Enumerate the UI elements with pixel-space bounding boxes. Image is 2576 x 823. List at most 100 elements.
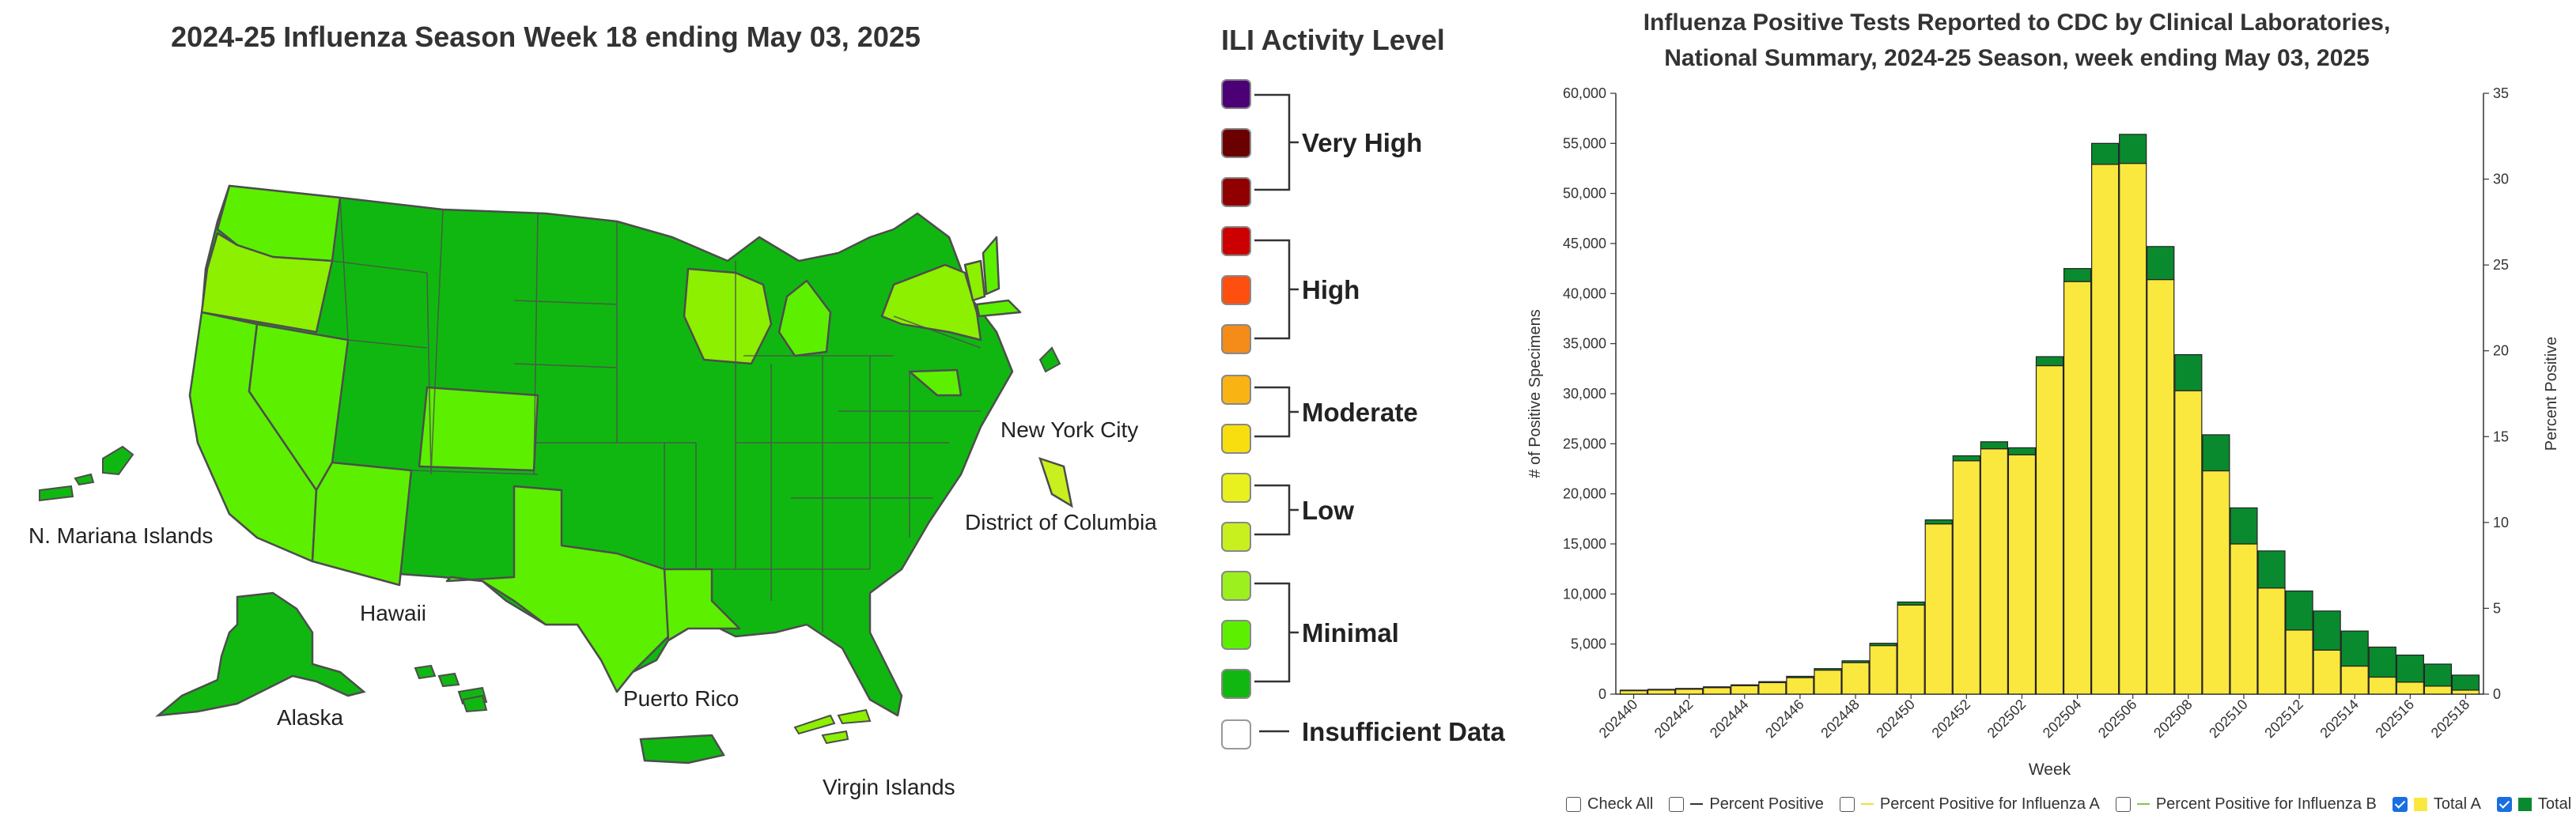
bracket-low — [1254, 484, 1299, 536]
legend-swatch — [1221, 375, 1251, 405]
y2-tick-label: 30 — [2493, 172, 2509, 187]
map-state-new-hampshire[interactable] — [982, 236, 1001, 296]
legend-check-all[interactable]: Check All — [1566, 795, 1653, 814]
legend-pp-flu-b[interactable]: Percent Positive for Influenza B — [2115, 795, 2377, 814]
bar-total-b — [2340, 630, 2369, 667]
bar-total-a — [2119, 163, 2147, 695]
bar-total-b — [2230, 507, 2258, 545]
legend-label-minimal: Minimal — [1302, 618, 1399, 647]
bracket-moderate — [1254, 386, 1299, 438]
y2-tick-label: 25 — [2493, 257, 2509, 273]
bar-total-b — [2313, 610, 2341, 651]
bar-total-b — [2063, 268, 2092, 282]
map-state-arizona[interactable] — [311, 461, 413, 587]
map-label-virgin-islands: Virgin Islands — [823, 775, 955, 799]
bracket-high — [1254, 239, 1299, 340]
bar-total-a — [1897, 604, 1925, 695]
flu-positive-chart-panel: 0 5,000 10,000 15,000 20,000 25,000 30,000 35,0… — [1519, 0, 2576, 823]
y2-tick-label: 35 — [2493, 85, 2509, 101]
map-state-louisiana[interactable] — [663, 568, 741, 642]
bar-total-a — [2396, 681, 2424, 695]
total-b-swatch — [2517, 797, 2532, 811]
map-territory-virgin-islands[interactable] — [793, 708, 872, 745]
bar-total-a — [2202, 470, 2230, 695]
legend-title: ILI Activity Level — [1221, 24, 1445, 56]
map-label-hawaii: Hawaii — [360, 601, 427, 625]
x-tick-label: 202506 — [2095, 697, 2140, 742]
legend-label-insufficient: Insufficient Data — [1302, 717, 1505, 746]
y-tick-label: 45,000 — [1563, 236, 1606, 251]
total-b-label: Total B — [2537, 795, 2576, 813]
percent-positive-checkbox[interactable] — [1669, 796, 1685, 812]
map-territory-puerto-rico[interactable] — [639, 734, 725, 764]
bar-total-a — [2063, 281, 2092, 695]
bar-total-b — [1952, 455, 1980, 462]
map-state-wisconsin[interactable] — [683, 267, 773, 365]
percent-positive-label: Percent Positive — [1709, 795, 1824, 813]
map-state-alaska[interactable] — [155, 591, 366, 717]
map-state-massachusetts[interactable] — [975, 299, 1022, 318]
y-tick-label: 35,000 — [1563, 336, 1606, 352]
map-state-texas[interactable] — [445, 485, 674, 693]
bar-total-b — [2174, 354, 2203, 391]
map-state-hawaii[interactable] — [414, 664, 488, 713]
total-a-swatch — [2413, 797, 2427, 811]
ili-map-panel: 2024-25 Influenza Season Week 18 ending … — [0, 0, 1202, 823]
bar-total-a — [2340, 665, 2369, 695]
map-state-oregon[interactable] — [200, 232, 334, 334]
map-state-colorado[interactable] — [418, 386, 539, 472]
bar-total-a — [1647, 689, 1676, 695]
x-tick-label: 202504 — [2040, 697, 2085, 742]
bar-total-b — [2396, 654, 2424, 683]
bar-total-a — [2313, 649, 2341, 695]
map-label-alaska: Alaska — [277, 705, 344, 730]
map-label-dc: District of Columbia — [965, 510, 1157, 534]
bar-total-b — [2119, 134, 2147, 164]
legend-total-a[interactable]: Total A — [2392, 795, 2481, 814]
y-tick-label: 0 — [1598, 686, 1606, 702]
map-state-michigan[interactable] — [777, 279, 832, 357]
y-tick-label: 25,000 — [1563, 436, 1606, 451]
y-axis-title: # of Positive Specimens — [1526, 309, 1544, 478]
x-tick-label: 202440 — [1596, 697, 1641, 742]
bar-total-b — [2147, 246, 2175, 281]
bar-total-a — [1675, 689, 1704, 695]
legend-swatch — [1221, 275, 1251, 305]
map-title: 2024-25 Influenza Season Week 18 ending … — [171, 21, 921, 53]
map-city-nyc[interactable] — [1038, 457, 1073, 508]
total-a-label: Total A — [2433, 795, 2481, 813]
map-territory-mariana[interactable] — [39, 445, 134, 502]
map-label-mariana: N. Mariana Islands — [28, 523, 214, 548]
legend-percent-positive[interactable]: Percent Positive — [1669, 795, 1824, 814]
us-ili-map — [39, 184, 1073, 764]
legend-swatch — [1221, 226, 1251, 256]
map-state-vermont[interactable] — [963, 259, 986, 302]
total-b-checkbox[interactable] — [2496, 796, 2512, 812]
bar-total-b — [1647, 689, 1676, 691]
legend-swatch — [1221, 424, 1251, 454]
pp-flu-b-checkbox[interactable] — [2115, 796, 2131, 812]
total-a-checkbox[interactable] — [2392, 796, 2408, 812]
legend-total-b[interactable]: Total B — [2496, 795, 2576, 814]
bar-total-a — [2368, 676, 2396, 695]
legend-pp-flu-a[interactable]: Percent Positive for Influenza A — [1839, 795, 2100, 814]
map-city-dc[interactable] — [1038, 346, 1061, 373]
check-all-label: Check All — [1587, 795, 1654, 813]
x-tick-label: 202448 — [1818, 697, 1863, 742]
y-tick-label: 55,000 — [1563, 135, 1606, 151]
bar-total-a — [1841, 662, 1870, 695]
check-all-checkbox[interactable] — [1566, 796, 1581, 812]
legend-label-very-high: Very High — [1302, 128, 1423, 157]
bar-total-a — [1869, 644, 1897, 695]
bar-total-a — [1814, 669, 1842, 695]
bar-total-a — [1619, 689, 1648, 695]
ili-legend: ILI Activity Level Very High High Modera… — [1210, 0, 1542, 823]
bar-total-b — [1814, 668, 1842, 671]
map-state-maryland[interactable] — [908, 368, 963, 397]
bar-total-b — [2368, 646, 2396, 678]
y-tick-label: 5,000 — [1571, 636, 1606, 652]
bracket-minimal — [1254, 582, 1299, 683]
chart-title-line2: National Summary, 2024-25 Season, week e… — [1664, 45, 2370, 71]
pp-flu-a-checkbox[interactable] — [1839, 796, 1855, 812]
legend-label-moderate: Moderate — [1302, 398, 1418, 427]
